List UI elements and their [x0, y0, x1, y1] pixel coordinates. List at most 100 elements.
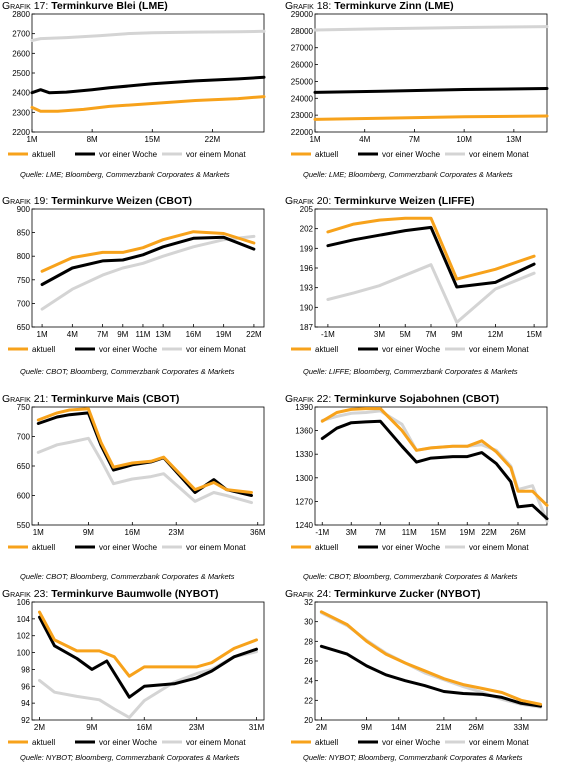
legend-label-vor-einer-woche: vor einer Woche	[382, 150, 441, 159]
x-tick-label: 21M	[436, 723, 452, 732]
chart-source: Quelle: NYBOT; Bloomberg, Commerzbank Co…	[20, 753, 240, 762]
x-tick-label: 13M	[155, 330, 171, 339]
x-tick-label: 19M	[459, 528, 475, 537]
chart-panel-20: Grafik 20: Terminkurve Weizen (LIFFE) 18…	[285, 195, 561, 385]
x-tick-label: 9M	[117, 330, 128, 339]
x-tick-label: 15M	[526, 330, 542, 339]
y-tick-label: 800	[17, 252, 31, 261]
chart-plot: 550 600 650 700 750 1M 9M 16M 23M 36M aktuell vor e…	[8, 403, 266, 552]
series-line-vor-einer-woche	[30, 75, 266, 95]
y-tick-label: 22000	[291, 128, 314, 137]
x-tick-label: 1M	[37, 330, 48, 339]
y-tick-label: 750	[17, 403, 31, 412]
x-tick-label: 26M	[468, 723, 484, 732]
legend-label-aktuell: aktuell	[32, 150, 55, 159]
x-tick-label: 14M	[391, 723, 407, 732]
y-tick-label: 30	[304, 618, 313, 627]
legend-label-aktuell: aktuell	[315, 345, 338, 354]
legend-label-vor-einem-monat: vor einem Monat	[186, 150, 246, 159]
x-tick-label: 33M	[513, 723, 529, 732]
y-tick-label: 700	[17, 433, 31, 442]
y-tick-label: 1390	[295, 403, 313, 412]
y-tick-label: 550	[17, 521, 31, 530]
series-line-aktuell	[36, 407, 253, 494]
y-tick-label: 1330	[295, 450, 313, 459]
series-line-aktuell	[319, 610, 543, 706]
chart-panel-18: Grafik 18: Terminkurve Zinn (LME) 22000 2…	[285, 0, 561, 190]
plot-frame	[31, 601, 265, 721]
x-tick-label: 1M	[309, 135, 320, 144]
x-tick-label: 16M	[125, 528, 141, 537]
y-tick-label: 27000	[291, 44, 314, 53]
y-tick-label: 196	[300, 264, 314, 273]
x-tick-label: 12M	[488, 330, 504, 339]
x-tick-label: 2M	[316, 723, 327, 732]
x-tick-label: 26M	[510, 528, 526, 537]
chart-panel-22: Grafik 22: Terminkurve Sojabohnen (CBOT)…	[285, 393, 561, 583]
legend-label-vor-einem-monat: vor einem Monat	[186, 345, 246, 354]
y-tick-label: 32	[304, 598, 313, 607]
chart-plot: 1240 1270 1300 1330 1360 1390 -1M 3M 7M 11M 15M 19M…	[291, 403, 549, 552]
chart-plot: 2200 2300 2400 2500 2600 2700 2800 1M 8M 15M 22M ak…	[8, 10, 266, 159]
chart-title: Grafik 21: Terminkurve Mais (CBOT)	[2, 393, 180, 405]
series-line-vor-einem-monat	[36, 436, 253, 505]
series-line-vor-einer-woche	[326, 225, 536, 289]
x-tick-label: 1M	[33, 528, 44, 537]
series-line-vor-einer-woche	[36, 411, 253, 497]
x-tick-label: 22M	[205, 135, 221, 144]
y-tick-label: 104	[17, 615, 31, 624]
y-tick-label: 26	[304, 657, 313, 666]
chart-plot: 22000 23000 24000 25000 26000 27000 28000 29000…	[291, 10, 549, 159]
legend-label-vor-einer-woche: vor einer Woche	[382, 738, 441, 747]
x-tick-label: 16M	[186, 330, 202, 339]
series-line-aktuell	[326, 216, 536, 281]
chart-title: Grafik 24: Terminkurve Zucker (NYBOT)	[285, 588, 481, 600]
y-tick-label: 187	[300, 323, 314, 332]
y-tick-label: 92	[21, 716, 30, 725]
y-tick-label: 2800	[12, 10, 30, 19]
chart-panel-23: Grafik 23: Terminkurve Baumwolle (NYBOT)…	[2, 588, 278, 778]
series-line-vor-einem-monat	[40, 234, 256, 311]
x-tick-label: 7M	[375, 528, 386, 537]
y-tick-label: 900	[17, 205, 31, 214]
chart-title: Grafik 22: Terminkurve Sojabohnen (CBOT)	[285, 393, 500, 405]
series-line-vor-einer-woche	[319, 644, 543, 708]
x-tick-label: 22M	[246, 330, 262, 339]
series-line-vor-einem-monat	[30, 29, 266, 42]
y-tick-label: 29000	[291, 10, 314, 19]
y-tick-label: 26000	[291, 61, 314, 70]
chart-title: Grafik 23: Terminkurve Baumwolle (NYBOT)	[2, 588, 219, 600]
chart-title: Grafik 17: Terminkurve Blei (LME)	[2, 0, 168, 12]
y-tick-label: 24000	[291, 94, 314, 103]
x-tick-label: 1M	[26, 135, 37, 144]
chart-plot: 187 190 193 196 199 202 205 -1M 3M 5M 7M 9M 12M 15M ak…	[291, 205, 548, 354]
x-tick-label: 11M	[135, 330, 150, 339]
legend-label-vor-einem-monat: vor einem Monat	[469, 345, 529, 354]
x-tick-label: 15M	[430, 528, 446, 537]
x-tick-label: 9M	[83, 528, 94, 537]
series-line-aktuell	[30, 95, 266, 113]
plot-frame	[31, 406, 265, 526]
x-tick-label: 2M	[34, 723, 45, 732]
y-tick-label: 193	[300, 284, 314, 293]
x-tick-label: 7M	[425, 330, 436, 339]
x-tick-label: 15M	[145, 135, 161, 144]
series-line-aktuell	[38, 610, 258, 678]
legend-label-aktuell: aktuell	[315, 150, 338, 159]
y-tick-label: 2500	[12, 69, 30, 78]
x-tick-label: 3M	[374, 330, 385, 339]
chart-source: Quelle: CBOT; Bloomberg, Commerzbank Cor…	[303, 572, 518, 581]
legend-label-aktuell: aktuell	[32, 345, 55, 354]
legend-label-aktuell: aktuell	[315, 543, 338, 552]
y-tick-label: 1300	[295, 474, 313, 483]
legend-label-aktuell: aktuell	[32, 738, 55, 747]
x-tick-label: 13M	[506, 135, 522, 144]
x-tick-label: 16M	[136, 723, 152, 732]
x-tick-label: 4M	[67, 330, 78, 339]
chart-source: Quelle: CBOT; Bloomberg, Commerzbank Cor…	[20, 572, 235, 581]
y-tick-label: 650	[17, 323, 31, 332]
x-tick-label: 7M	[409, 135, 420, 144]
x-tick-label: 8M	[87, 135, 98, 144]
legend-label-vor-einer-woche: vor einer Woche	[382, 345, 441, 354]
y-tick-label: 28000	[291, 27, 314, 36]
